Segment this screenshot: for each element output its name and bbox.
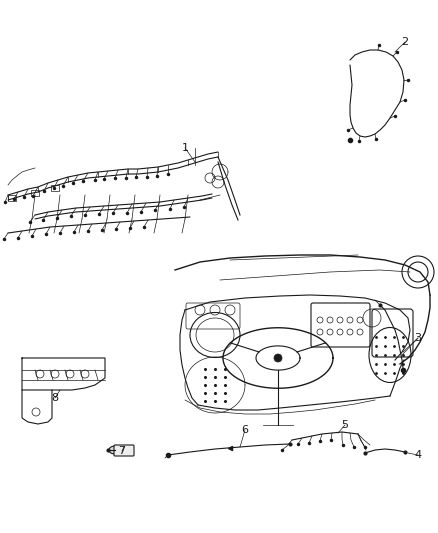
FancyBboxPatch shape <box>114 445 134 456</box>
Text: 2: 2 <box>402 37 409 47</box>
Text: 4: 4 <box>414 450 421 460</box>
Ellipse shape <box>109 446 121 454</box>
Text: 5: 5 <box>342 420 349 430</box>
Bar <box>8 195 16 201</box>
Circle shape <box>274 354 282 362</box>
Bar <box>51 185 59 191</box>
Text: 8: 8 <box>51 393 59 403</box>
Text: 6: 6 <box>241 425 248 435</box>
Bar <box>31 190 39 196</box>
Text: 1: 1 <box>181 143 188 153</box>
Text: 7: 7 <box>118 446 126 456</box>
Text: 3: 3 <box>414 333 421 343</box>
